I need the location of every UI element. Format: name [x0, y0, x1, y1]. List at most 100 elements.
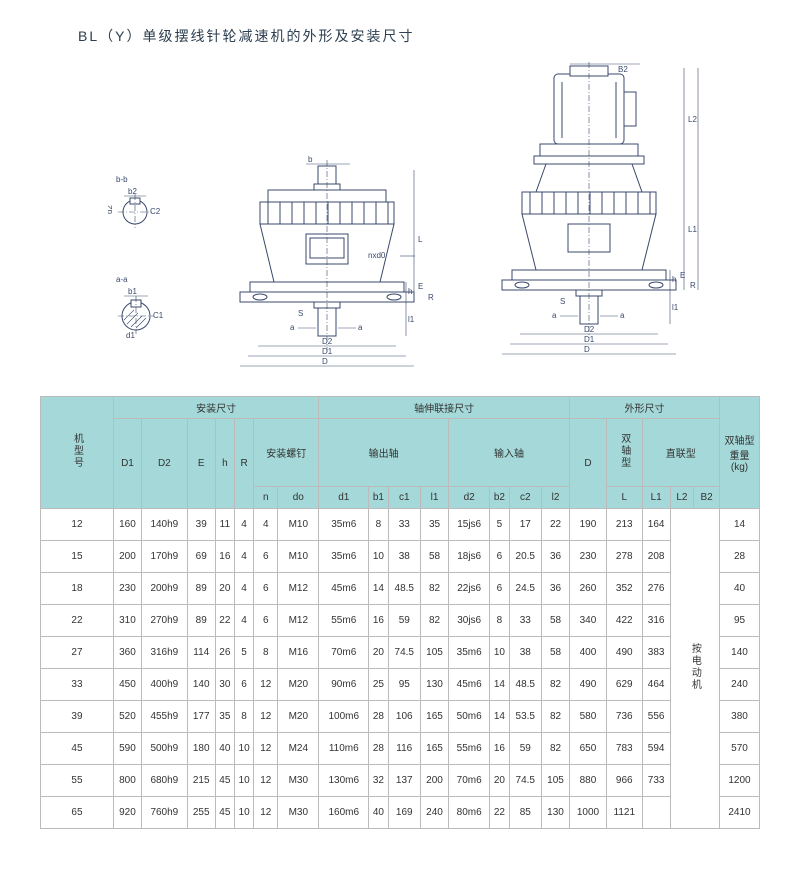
- table-cell: 116: [388, 733, 420, 765]
- table-cell: 10: [490, 637, 509, 669]
- table-cell: 106: [388, 701, 420, 733]
- svg-text:C1: C1: [153, 311, 164, 320]
- table-cell: 10: [234, 797, 253, 829]
- col-h: h: [215, 419, 234, 509]
- svg-text:d2: d2: [108, 205, 114, 214]
- table-cell: 22js6: [449, 573, 490, 605]
- table-cell: 590: [113, 733, 141, 765]
- table-row: 27360316h91142658M1670m62074.510535m6103…: [41, 637, 760, 669]
- group-outline: 外形尺寸: [570, 397, 720, 419]
- svg-text:b1: b1: [128, 287, 137, 296]
- table-cell: 45: [215, 797, 234, 829]
- table-cell: 270h9: [142, 605, 188, 637]
- table-cell: 12: [254, 701, 278, 733]
- table-cell: 464: [642, 669, 670, 701]
- table-cell: 316: [642, 605, 670, 637]
- table-cell: 310: [113, 605, 141, 637]
- table-cell: 276: [642, 573, 670, 605]
- table-cell: M12: [278, 605, 319, 637]
- table-cell: 45: [215, 765, 234, 797]
- table-cell: M10: [278, 541, 319, 573]
- table-cell: 35m6: [319, 541, 369, 573]
- table-cell: 33: [509, 605, 541, 637]
- table-cell: 629: [606, 669, 642, 701]
- table-cell: 736: [606, 701, 642, 733]
- table-cell: 82: [541, 733, 569, 765]
- svg-text:E: E: [418, 282, 423, 291]
- table-cell: 2410: [720, 797, 760, 829]
- table-cell: 12: [254, 669, 278, 701]
- sub-l1: l1: [420, 487, 448, 509]
- table-cell: 58: [541, 605, 569, 637]
- table-cell: 22: [541, 509, 569, 541]
- table-cell: 40: [720, 573, 760, 605]
- table-cell: 105: [541, 765, 569, 797]
- table-cell: 70m6: [319, 637, 369, 669]
- table-cell: 556: [642, 701, 670, 733]
- table-cell: 55: [41, 765, 114, 797]
- table-cell: 20.5: [509, 541, 541, 573]
- svg-text:h: h: [672, 275, 676, 284]
- sub-c1: c1: [388, 487, 420, 509]
- table-cell: 53.5: [509, 701, 541, 733]
- dimensions-table: 机型号 安装尺寸 轴伸联接尺寸 外形尺寸 双轴型重量 (kg) D1 D2 E …: [40, 396, 760, 829]
- table-cell: 130: [541, 797, 569, 829]
- table-cell: 16: [369, 605, 388, 637]
- svg-text:a: a: [290, 323, 295, 332]
- table-cell: 12: [254, 797, 278, 829]
- col-d: D: [570, 419, 607, 509]
- table-cell: 50m6: [449, 701, 490, 733]
- table-cell: 27: [41, 637, 114, 669]
- svg-text:D1: D1: [584, 335, 595, 344]
- table-cell: 65: [41, 797, 114, 829]
- table-cell: 35: [420, 509, 448, 541]
- table-cell: 58: [541, 637, 569, 669]
- table-cell: 82: [420, 573, 448, 605]
- table-cell: 85: [509, 797, 541, 829]
- table-cell: 45: [41, 733, 114, 765]
- table-cell: 55m6: [319, 605, 369, 637]
- table-cell: 380: [720, 701, 760, 733]
- table-cell: [642, 797, 670, 829]
- svg-text:D2: D2: [584, 325, 595, 334]
- reducer-front-drawing: b nxd0 a a L h E R: [210, 152, 440, 372]
- table-cell: 6: [490, 573, 509, 605]
- table-cell: 230: [570, 541, 607, 573]
- table-cell: 20: [490, 765, 509, 797]
- sub-n: n: [254, 487, 278, 509]
- table-cell: 594: [642, 733, 670, 765]
- col-d1: D1: [113, 419, 141, 509]
- table-cell: 180: [187, 733, 215, 765]
- col-screw: 安装螺钉: [254, 419, 319, 487]
- table-cell: 20: [369, 637, 388, 669]
- sub-B2: B2: [694, 487, 720, 509]
- table-cell: 35m6: [319, 509, 369, 541]
- table-cell: 455h9: [142, 701, 188, 733]
- table-cell: 38: [509, 637, 541, 669]
- table-cell: 200: [113, 541, 141, 573]
- table-cell: 12: [254, 765, 278, 797]
- svg-text:E: E: [680, 271, 685, 280]
- table-cell: 12: [254, 733, 278, 765]
- table-cell: M30: [278, 797, 319, 829]
- table-cell: 33: [41, 669, 114, 701]
- table-cell: 59: [509, 733, 541, 765]
- table-cell: 6: [254, 541, 278, 573]
- table-cell: 140: [187, 669, 215, 701]
- svg-text:b: b: [308, 155, 313, 164]
- table-cell: M24: [278, 733, 319, 765]
- col-direct: 直联型: [642, 419, 719, 487]
- table-cell: 255: [187, 797, 215, 829]
- table-cell: 39: [187, 509, 215, 541]
- svg-text:R: R: [690, 281, 696, 290]
- table-cell: 169: [388, 797, 420, 829]
- page-title: BL（Y）单级摆线针轮减速机的外形及安装尺寸: [78, 26, 760, 46]
- table-row: 33450400h914030612M2090m6259513045m61448…: [41, 669, 760, 701]
- table-cell: 8: [234, 701, 253, 733]
- table-cell: 35m6: [449, 637, 490, 669]
- table-cell: 360: [113, 637, 141, 669]
- table-cell: 114: [187, 637, 215, 669]
- table-cell: 4: [254, 509, 278, 541]
- table-cell: 422: [606, 605, 642, 637]
- sub-c2: c2: [509, 487, 541, 509]
